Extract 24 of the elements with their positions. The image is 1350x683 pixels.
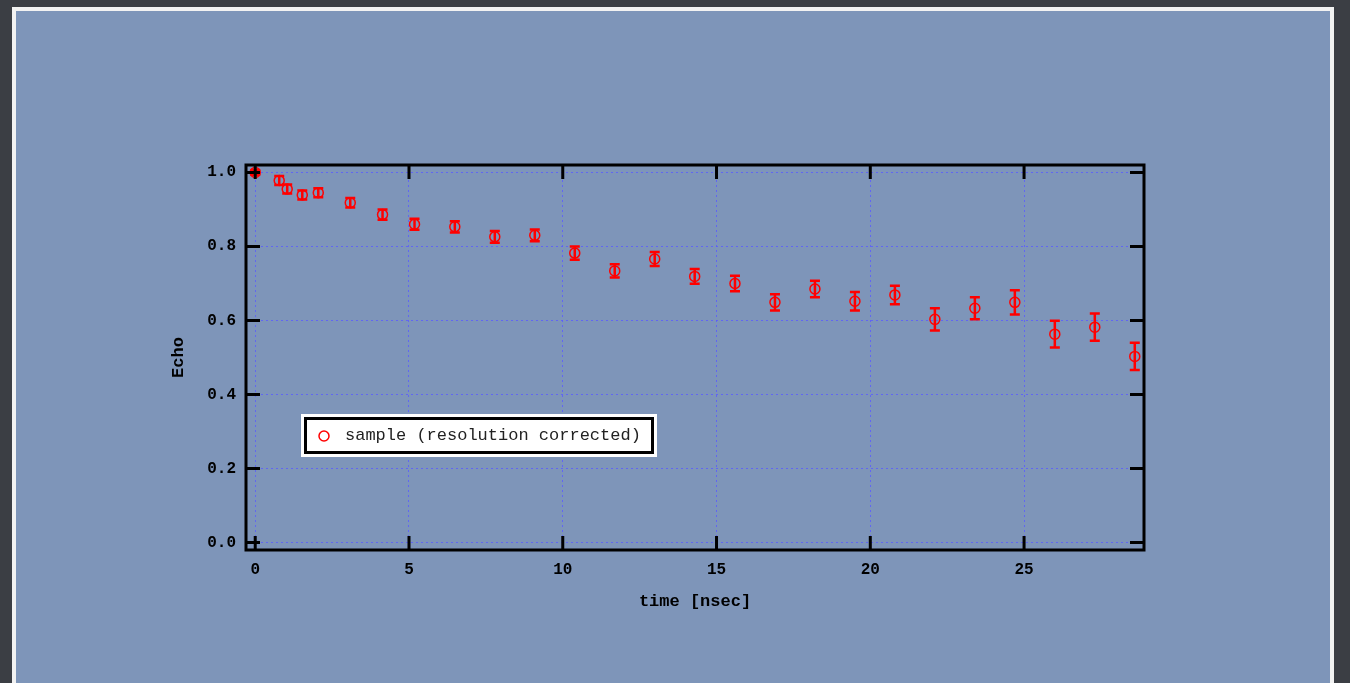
point [929, 313, 941, 326]
y-tick-label: 0.6 [207, 311, 236, 330]
point [849, 295, 861, 307]
y-tick-label: 0.8 [207, 237, 236, 256]
y-axis-title: Echo [169, 337, 189, 378]
point [1049, 328, 1061, 340]
point [1009, 296, 1021, 309]
y-tick-label: 0.4 [207, 385, 237, 404]
x-tick-label: 0 [250, 560, 261, 579]
y-tick-label: 1.0 [207, 163, 236, 182]
x-tick-label: 20 [860, 560, 880, 579]
y-tick-label: 0.2 [207, 459, 236, 478]
x-tick-label: 10 [553, 560, 573, 579]
point [969, 302, 981, 315]
x-tick-label: 15 [706, 560, 727, 579]
x-axis-title: time [nsec] [638, 592, 752, 612]
legend-label: sample (resolution corrected) [345, 426, 641, 445]
point [1089, 321, 1101, 333]
point [1129, 350, 1141, 363]
x-tick-label: 25 [1014, 560, 1034, 579]
x-tick-label: 5 [404, 560, 414, 579]
point [889, 289, 901, 301]
point [249, 166, 261, 179]
y-tick-label: 0.0 [207, 533, 236, 552]
